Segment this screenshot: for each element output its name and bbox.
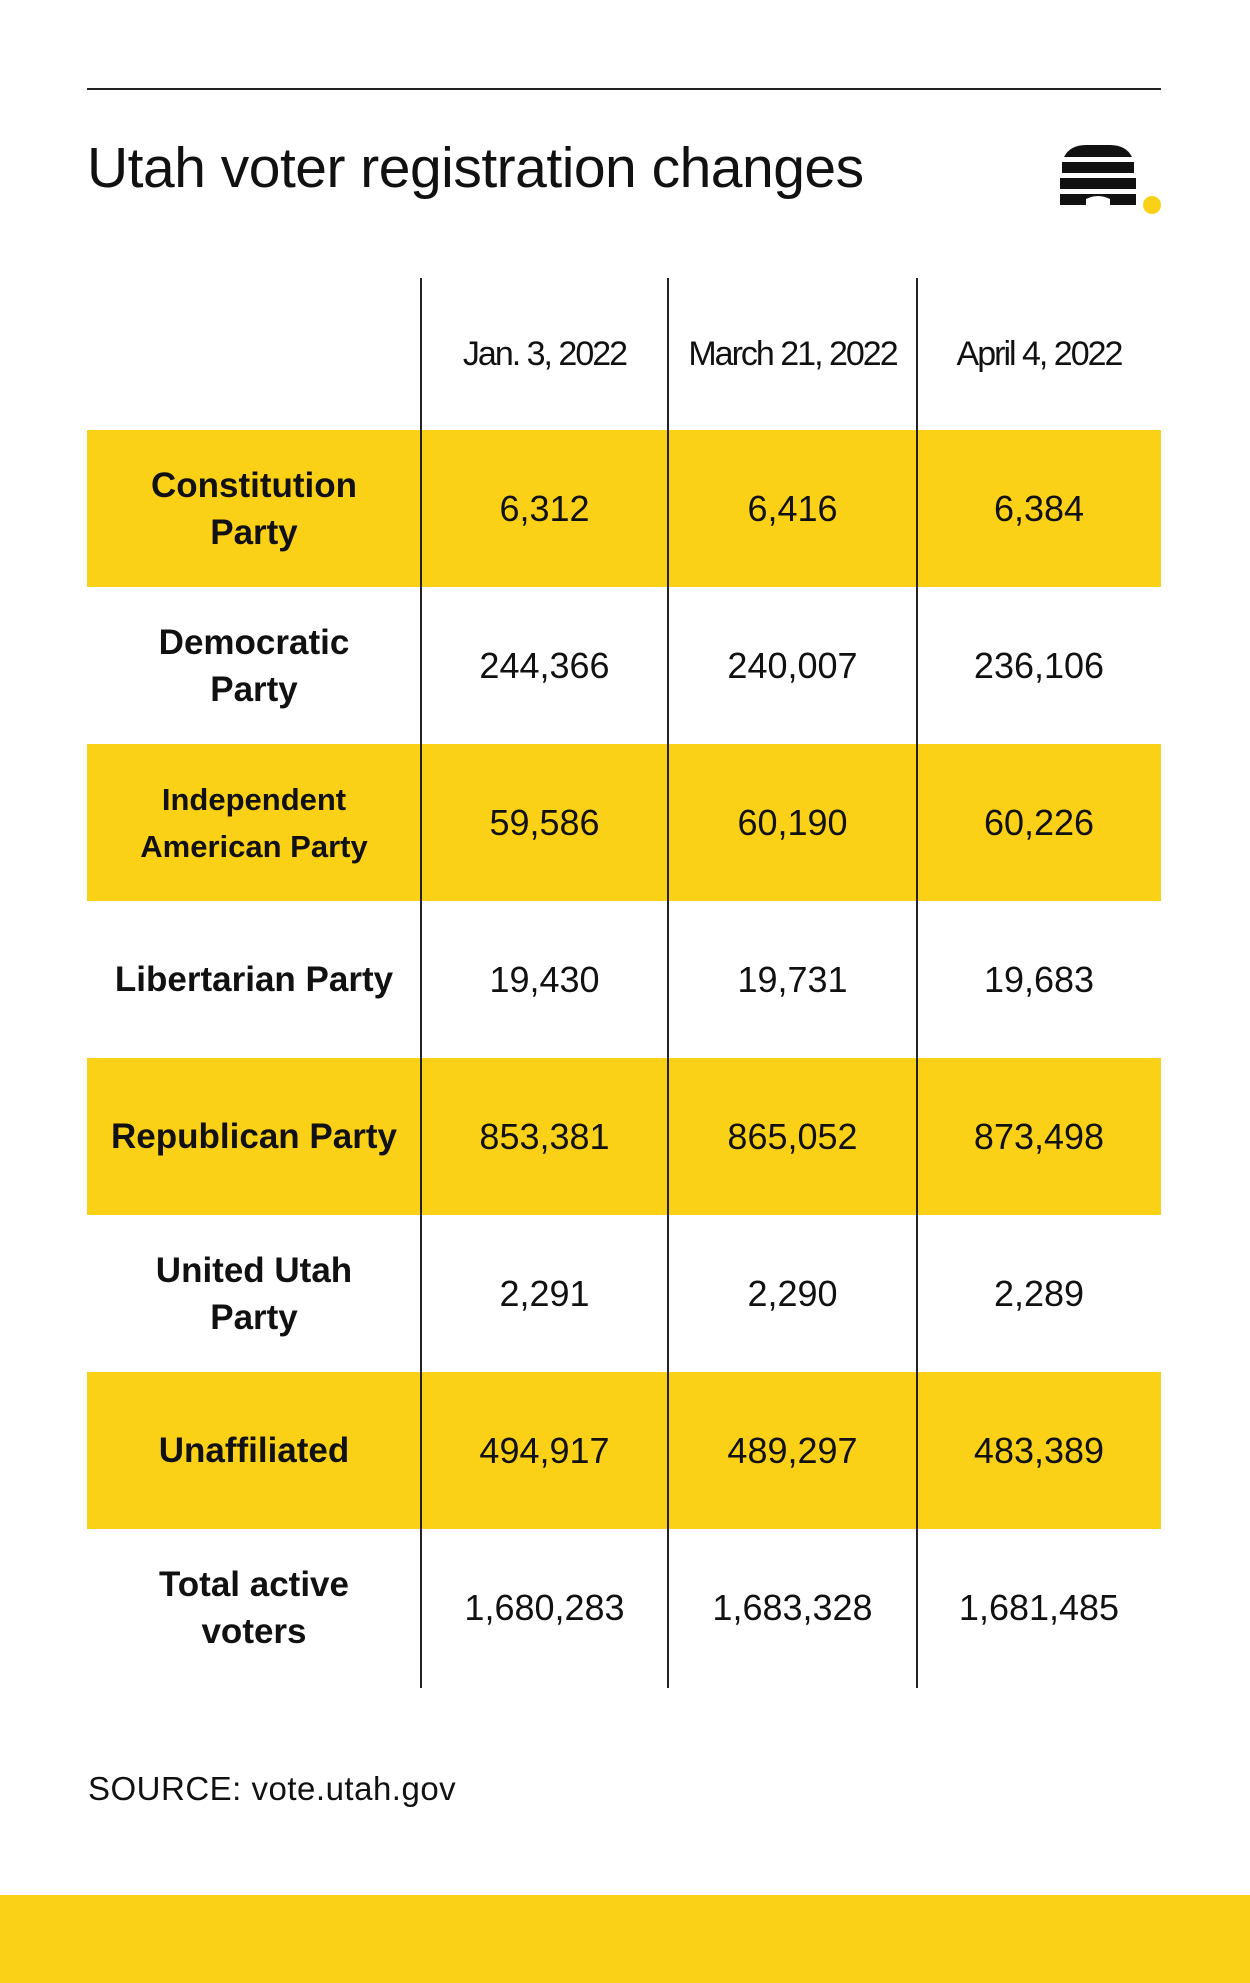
row-label-line: Democratic bbox=[158, 622, 350, 662]
cell-value: 2,290 bbox=[747, 1272, 838, 1314]
table-row: Constitution Party 6,312 6,416 6,384 bbox=[87, 430, 1161, 587]
column-header: March 21, 2022 bbox=[668, 278, 917, 430]
row-label-line: Independent bbox=[161, 781, 347, 817]
cell-value: 6,384 bbox=[993, 487, 1085, 529]
cell-value: 19,430 bbox=[489, 958, 600, 1000]
row-label: Republican Party bbox=[87, 1058, 421, 1215]
row-label-line: Constitution bbox=[150, 465, 358, 505]
column-header-text: March 21, 2022 bbox=[688, 334, 898, 373]
table-cell: 59,586 bbox=[421, 744, 668, 901]
table-cell: 2,290 bbox=[668, 1215, 917, 1372]
row-label-line: Unaffiliated bbox=[158, 1431, 350, 1470]
row-label-line: Total active bbox=[159, 1564, 349, 1604]
cell-value: 1,683,328 bbox=[712, 1586, 873, 1628]
table: Jan. 3, 2022 March 21, 2022 April 4, 2022 C… bbox=[87, 278, 1161, 1688]
column-divider bbox=[916, 278, 918, 1688]
cell-value: 19,683 bbox=[983, 958, 1095, 1000]
table-cell: 240,007 bbox=[668, 587, 917, 744]
title: Utah voter registration changes bbox=[87, 136, 864, 200]
cell-value: 483,389 bbox=[973, 1429, 1105, 1471]
table-cell: 2,291 bbox=[421, 1215, 668, 1372]
table-cell: 60,190 bbox=[668, 744, 917, 901]
column-header-text: April 4, 2022 bbox=[956, 334, 1124, 373]
table-cell: 6,312 bbox=[421, 430, 668, 587]
logo bbox=[1060, 145, 1161, 214]
column-header: April 4, 2022 bbox=[917, 278, 1161, 430]
table-cell: 6,416 bbox=[668, 430, 917, 587]
table-cell: 6,384 bbox=[917, 430, 1161, 587]
table-cell: 236,106 bbox=[917, 587, 1161, 744]
row-label: Libertarian Party bbox=[87, 901, 421, 1058]
table-row: Democratic Party 244,366 240,007 236,106 bbox=[87, 587, 1161, 744]
column-divider bbox=[667, 278, 669, 1688]
table-cell: 853,381 bbox=[421, 1058, 668, 1215]
cell-value: 60,190 bbox=[737, 801, 848, 843]
table-cell: 483,389 bbox=[917, 1372, 1161, 1529]
row-label: United Utah Party bbox=[87, 1215, 421, 1372]
cell-value: 236,106 bbox=[973, 644, 1105, 686]
row-label-line: Republican Party bbox=[111, 1117, 397, 1156]
table-row: Unaffiliated 494,917 489,297 483,389 bbox=[87, 1372, 1161, 1529]
cell-value: 865,052 bbox=[727, 1115, 858, 1157]
header-row: Jan. 3, 2022 March 21, 2022 April 4, 2022 bbox=[87, 278, 1161, 430]
table-row: Republican Party 853,381 865,052 873,498 bbox=[87, 1058, 1161, 1215]
cell-value: 60,226 bbox=[983, 801, 1095, 843]
row-label-line: United Utah bbox=[155, 1250, 353, 1290]
row-label-line: Party bbox=[210, 512, 298, 552]
table-row: Total active voters 1,680,283 1,683,328 1,68… bbox=[87, 1529, 1161, 1686]
cell-value: 6,416 bbox=[747, 487, 838, 529]
cell-value: 489,297 bbox=[727, 1429, 858, 1471]
cell-value: 240,007 bbox=[727, 644, 858, 686]
cell-value: 2,291 bbox=[499, 1272, 590, 1314]
column-divider bbox=[420, 278, 422, 1688]
column-header: Jan. 3, 2022 bbox=[421, 278, 668, 430]
row-label-line: Party bbox=[210, 1297, 298, 1337]
cell-value: 59,586 bbox=[489, 801, 600, 843]
table-cell: 244,366 bbox=[421, 587, 668, 744]
table-cell: 1,681,485 bbox=[917, 1529, 1161, 1686]
table-cell: 494,917 bbox=[421, 1372, 668, 1529]
row-label-line: Party bbox=[210, 669, 298, 709]
table-cell: 19,731 bbox=[668, 901, 917, 1058]
table-cell: 2,289 bbox=[917, 1215, 1161, 1372]
table-row: Libertarian Party 19,430 19,731 19,683 bbox=[87, 901, 1161, 1058]
table-cell: 60,226 bbox=[917, 744, 1161, 901]
cell-value: 6,312 bbox=[499, 487, 590, 529]
cell-value: 494,917 bbox=[479, 1429, 610, 1471]
cell-value: 2,289 bbox=[993, 1272, 1085, 1314]
table-cell: 19,430 bbox=[421, 901, 668, 1058]
top-rule bbox=[87, 88, 1161, 90]
row-label-line: voters bbox=[201, 1611, 307, 1651]
table-cell: 489,297 bbox=[668, 1372, 917, 1529]
row-label-line: Libertarian Party bbox=[114, 960, 394, 999]
cell-value: 853,381 bbox=[479, 1115, 610, 1157]
row-label: Democratic Party bbox=[87, 587, 421, 744]
cell-value: 1,680,283 bbox=[464, 1586, 625, 1628]
row-label: Unaffiliated bbox=[87, 1372, 421, 1529]
column-header-text: Jan. 3, 2022 bbox=[462, 334, 628, 373]
table-cell: 1,680,283 bbox=[421, 1529, 668, 1686]
table-row: United Utah Party 2,291 2,290 2,289 bbox=[87, 1215, 1161, 1372]
table-cell: 865,052 bbox=[668, 1058, 917, 1215]
cell-value: 244,366 bbox=[479, 644, 610, 686]
cell-value: 873,498 bbox=[973, 1115, 1105, 1157]
footer-band bbox=[0, 1895, 1250, 1983]
row-label-line: American Party bbox=[140, 828, 368, 864]
row-label: Total active voters bbox=[87, 1529, 421, 1686]
table-row: Independent American Party 59,586 60,190 60,… bbox=[87, 744, 1161, 901]
cell-value: 19,731 bbox=[737, 958, 848, 1000]
cell-value: 1,681,485 bbox=[958, 1586, 1120, 1628]
source: SOURCE: vote.utah.gov bbox=[88, 1770, 457, 1807]
table-cell: 1,683,328 bbox=[668, 1529, 917, 1686]
row-label: Constitution Party bbox=[87, 430, 421, 587]
row-label: Independent American Party bbox=[87, 744, 421, 901]
table-cell: 19,683 bbox=[917, 901, 1161, 1058]
table-cell: 873,498 bbox=[917, 1058, 1161, 1215]
